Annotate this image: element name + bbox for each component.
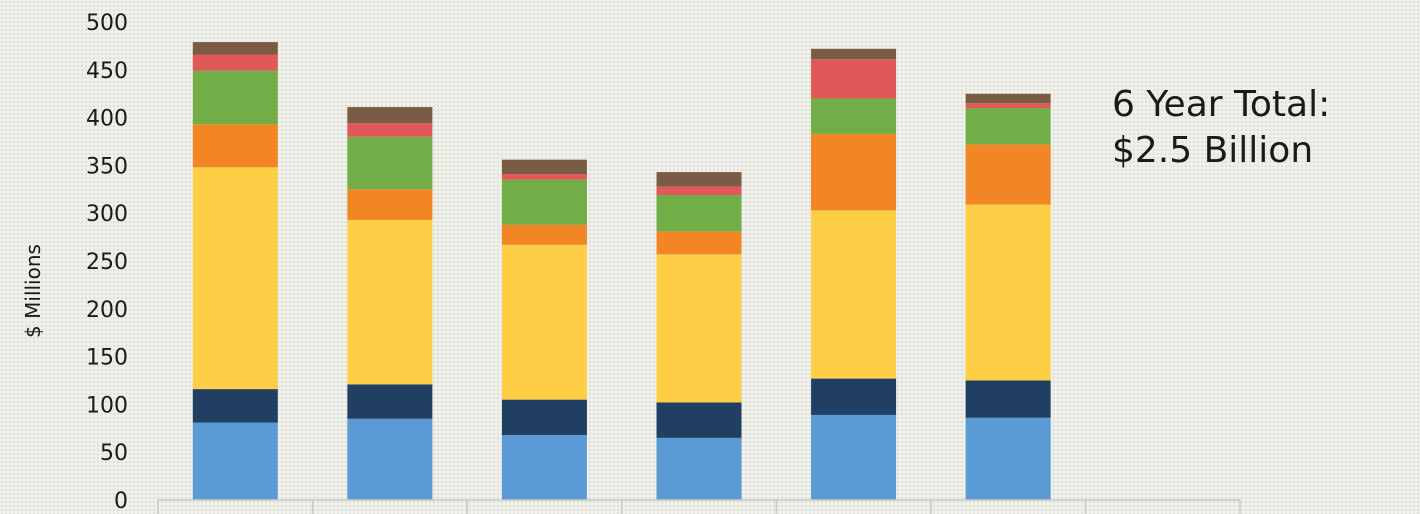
bar-segment bbox=[501, 159, 587, 175]
bar-segment bbox=[656, 172, 742, 187]
y-tick-label: 250 bbox=[86, 250, 128, 275]
bar-segment bbox=[347, 123, 433, 137]
bar-segment bbox=[811, 414, 897, 500]
bar-segment bbox=[192, 124, 278, 168]
bar-segment bbox=[965, 103, 1051, 109]
bar-segment bbox=[656, 254, 742, 403]
bar-segment bbox=[501, 399, 587, 435]
total-annotation: 6 Year Total: $2.5 Billion bbox=[1112, 82, 1330, 174]
bar-segment bbox=[347, 189, 433, 220]
bar-segment bbox=[965, 204, 1051, 381]
bar-segment bbox=[656, 195, 742, 232]
bar-segment bbox=[192, 70, 278, 125]
bar-segment bbox=[192, 42, 278, 55]
bar-segment bbox=[501, 434, 587, 500]
bar-segment bbox=[656, 186, 742, 196]
bar-segment bbox=[811, 210, 897, 379]
y-tick-label: 50 bbox=[100, 441, 128, 466]
bar-segment bbox=[656, 402, 742, 438]
bar-segment bbox=[501, 224, 587, 245]
bar-segment bbox=[811, 48, 897, 60]
bar-segment bbox=[192, 389, 278, 423]
bar-segment bbox=[347, 384, 433, 419]
bar-segment bbox=[965, 93, 1051, 104]
bar-segment bbox=[192, 167, 278, 390]
bar-segment bbox=[347, 418, 433, 500]
y-tick-label: 100 bbox=[86, 393, 128, 418]
bar-segment bbox=[192, 422, 278, 500]
bar-segment bbox=[656, 437, 742, 500]
bar-segment bbox=[965, 417, 1051, 500]
y-tick-label: 300 bbox=[86, 202, 128, 227]
bar-segment bbox=[347, 107, 433, 124]
bar-segment bbox=[501, 244, 587, 400]
y-tick-label: 150 bbox=[86, 346, 128, 371]
bar-segment bbox=[347, 136, 433, 190]
bar-segment bbox=[501, 179, 587, 225]
y-tick-label: 0 bbox=[114, 489, 128, 514]
bar-segment bbox=[192, 54, 278, 71]
bar-segment bbox=[347, 219, 433, 385]
y-tick-label: 450 bbox=[86, 59, 128, 84]
bar-stacks bbox=[192, 42, 1051, 500]
annotation-line-2: $2.5 Billion bbox=[1112, 130, 1314, 171]
y-axis-tick-labels: 0 50 100 150 200 250 300 350 400 450 500 bbox=[86, 11, 128, 514]
bar-segment bbox=[811, 378, 897, 415]
x-axis bbox=[157, 499, 1241, 514]
bar-segment bbox=[811, 59, 897, 99]
y-tick-label: 400 bbox=[86, 107, 128, 132]
bar-segment bbox=[501, 174, 587, 180]
y-tick-label: 500 bbox=[86, 11, 128, 36]
bar-segment bbox=[811, 98, 897, 134]
bar-segment bbox=[965, 108, 1051, 145]
y-tick-label: 350 bbox=[86, 154, 128, 179]
bar-segment bbox=[811, 133, 897, 211]
y-tick-label: 200 bbox=[86, 298, 128, 323]
bar-segment bbox=[965, 380, 1051, 418]
y-axis-label: $ Millions bbox=[21, 244, 45, 338]
bar-segment bbox=[965, 144, 1051, 205]
bar-segment bbox=[656, 231, 742, 255]
annotation-line-1: 6 Year Total: bbox=[1112, 84, 1331, 125]
